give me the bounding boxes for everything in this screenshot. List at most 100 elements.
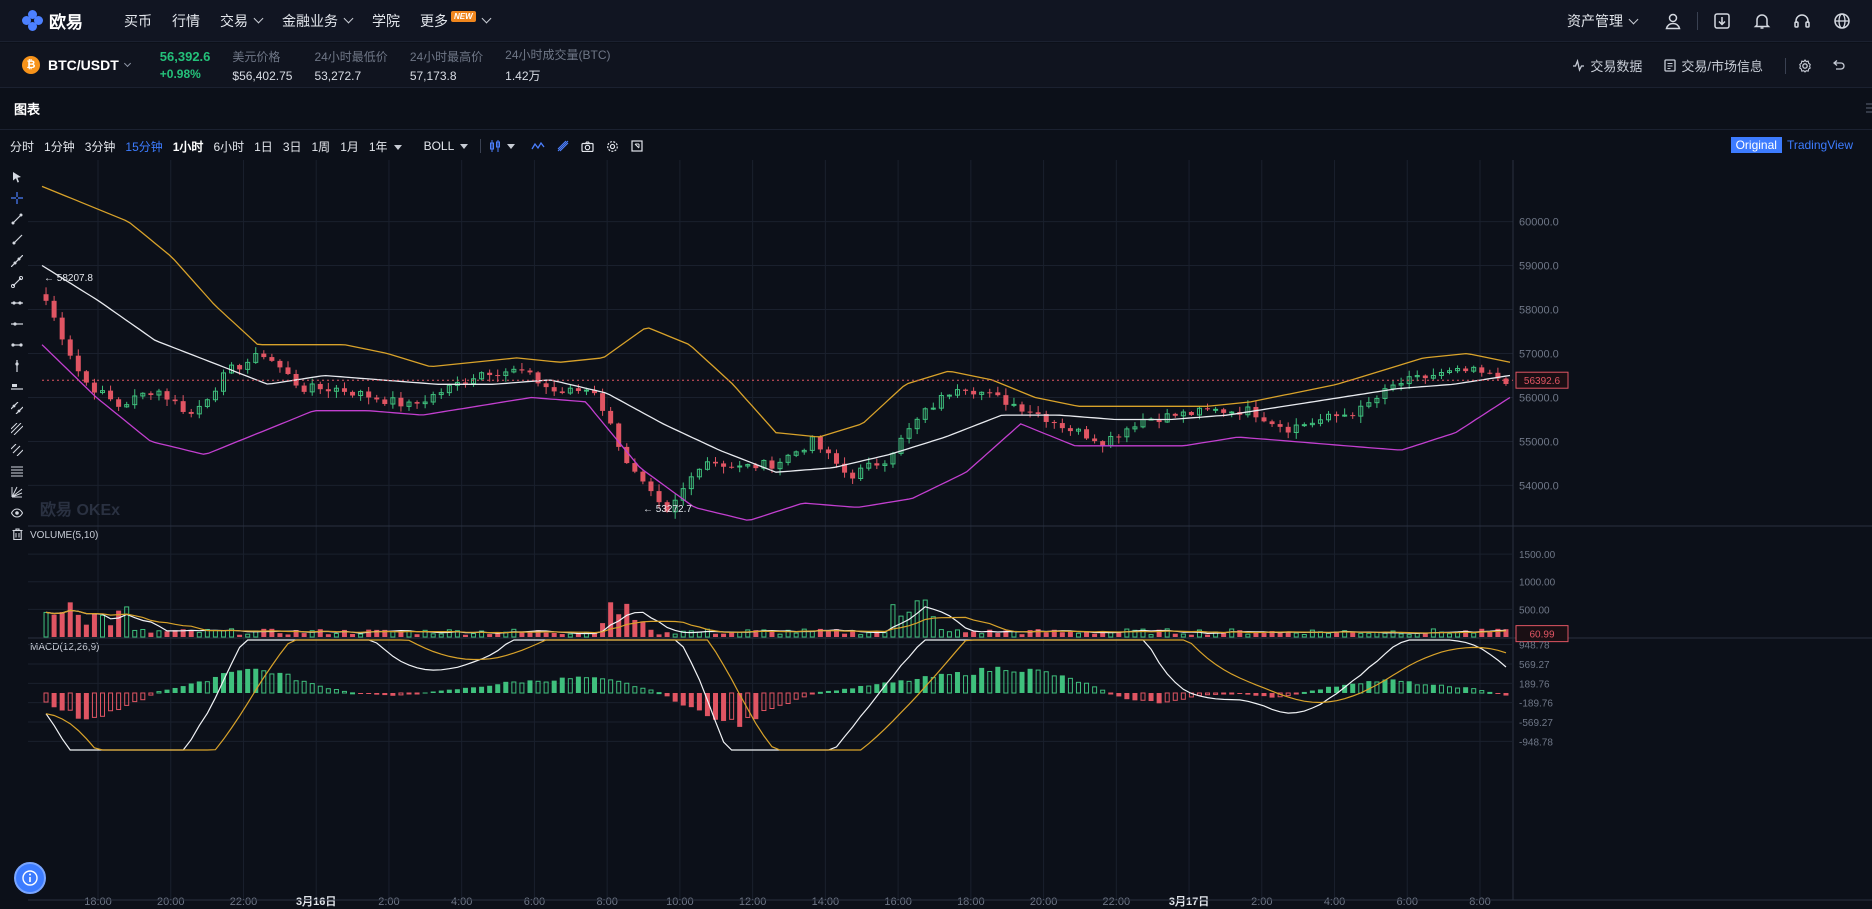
volume-bar: [1011, 631, 1017, 638]
macd-histogram-bar: [1455, 687, 1461, 694]
fullscreen-icon[interactable]: [631, 140, 643, 152]
horizontal-ray-icon[interactable]: [8, 313, 26, 334]
timeframe-label: 1年: [368, 139, 388, 154]
draw-tool-icon[interactable]: [557, 140, 569, 152]
nav-finance[interactable]: 金融业务: [282, 11, 354, 31]
macd-histogram-bar: [253, 668, 259, 693]
fibonacci-icon[interactable]: [8, 460, 26, 481]
gear-icon[interactable]: [1798, 58, 1817, 73]
indicator-selector[interactable]: BOLL: [424, 139, 469, 153]
eye-icon[interactable]: [8, 502, 26, 523]
asset-management-menu[interactable]: 资产管理: [1567, 11, 1639, 31]
candlestick-chart[interactable]: 60000.0 59000.0 58000.0 57000.0 56000.0 55000…: [28, 160, 1872, 909]
timeframe-1d[interactable]: 1日: [254, 139, 273, 154]
macd-histogram-bar: [1430, 684, 1436, 693]
trend-line-icon[interactable]: [8, 208, 26, 229]
indicator-label: BOLL: [423, 139, 455, 153]
back-arrow-icon[interactable]: [1831, 59, 1850, 73]
nav-markets[interactable]: 行情: [172, 11, 200, 31]
globe-icon[interactable]: [1822, 0, 1862, 42]
macd-histogram-bar: [406, 692, 412, 695]
timeframe-1w[interactable]: 1周: [311, 139, 331, 154]
headset-icon[interactable]: [1782, 0, 1822, 42]
trash-icon[interactable]: [8, 523, 26, 544]
macd-histogram-bar: [1326, 686, 1332, 693]
ray-icon[interactable]: [8, 229, 26, 250]
extended-line-icon[interactable]: [8, 250, 26, 271]
macd-histogram-bar: [745, 692, 751, 718]
timeframe-15m[interactable]: 15分钟: [125, 139, 163, 154]
macd-histogram-bar: [1261, 693, 1267, 697]
timeframe-1y[interactable]: 1年: [369, 138, 402, 155]
nav-academy[interactable]: 学院: [372, 11, 400, 31]
time-tick-label: 6:00: [1397, 896, 1418, 908]
candle-body: [317, 383, 323, 390]
price-channel-icon[interactable]: [8, 418, 26, 439]
volume-bar: [1414, 632, 1420, 638]
nav-trade[interactable]: 交易: [220, 11, 264, 31]
download-icon[interactable]: [1702, 0, 1742, 42]
market-info-link[interactable]: 交易/市场信息: [1664, 56, 1763, 75]
candle-body: [874, 463, 880, 466]
pair-selector[interactable]: BTC/USDT: [48, 57, 131, 73]
volume-bar: [761, 629, 767, 638]
candle-body: [704, 461, 710, 470]
trade-data-link[interactable]: 交易数据: [1572, 56, 1642, 75]
volume-bar: [696, 631, 702, 638]
stat-24h-high: 24小时最高价 57,173.8: [410, 48, 483, 83]
candle-body: [446, 384, 452, 394]
cursor-arrow-icon[interactable]: [8, 166, 26, 187]
tab-original[interactable]: Original: [1730, 137, 1782, 153]
camera-icon[interactable]: [581, 140, 594, 152]
bell-icon[interactable]: [1742, 0, 1782, 42]
candle-body: [1067, 428, 1073, 432]
candle-body: [285, 367, 291, 374]
candle-body: [1479, 367, 1485, 373]
candle-type-icon[interactable]: [489, 139, 516, 153]
volume-bar: [1100, 631, 1106, 637]
macd-histogram-bar: [75, 693, 81, 719]
time-tick-label: 18:00: [957, 896, 985, 908]
timeframe-1h[interactable]: 1小时: [172, 139, 204, 154]
chart-toolbar: 分时 1分钟 3分钟 15分钟 1小时 6小时 1日 3日 1周 1月 1年 B…: [0, 136, 643, 156]
timeframe-3m[interactable]: 3分钟: [84, 139, 116, 154]
tab-tradingview[interactable]: TradingView: [1786, 138, 1853, 152]
vertical-line-icon[interactable]: [8, 355, 26, 376]
fib-fan-icon[interactable]: [8, 481, 26, 502]
nav-more[interactable]: 更多 NEW: [420, 11, 492, 31]
timeframe-3d[interactable]: 3日: [282, 139, 302, 154]
macd-histogram-bar: [390, 693, 396, 696]
volume-bar: [600, 623, 606, 637]
horizontal-segment-icon[interactable]: [8, 334, 26, 355]
volume-bar: [1277, 631, 1283, 637]
macd-histogram-bar: [382, 693, 388, 696]
horizontal-line-icon[interactable]: [8, 292, 26, 313]
timeframe-1mo[interactable]: 1月: [340, 139, 359, 154]
brand-logo[interactable]: 欧易: [22, 8, 104, 33]
nav-buy-crypto[interactable]: 买币: [124, 11, 152, 31]
user-icon[interactable]: [1653, 0, 1693, 42]
timeframe-6h[interactable]: 6小时: [213, 139, 245, 154]
macd-histogram-bar: [632, 686, 638, 694]
price-line-icon[interactable]: [8, 376, 26, 397]
candle-body: [422, 401, 428, 405]
panel-menu-icon[interactable]: [1866, 102, 1872, 114]
volume-bar: [656, 634, 662, 637]
timeframe-tick[interactable]: 分时: [10, 139, 35, 154]
volume-bar: [1261, 633, 1267, 637]
macd-histogram-bar: [1382, 679, 1388, 693]
volume-bar: [212, 629, 218, 638]
parallel-lines-icon[interactable]: [8, 439, 26, 460]
line-chart-icon[interactable]: [531, 141, 545, 151]
candle-body: [495, 375, 501, 377]
crosshair-icon[interactable]: [8, 187, 26, 208]
candle-body: [1124, 428, 1130, 438]
macd-histogram-bar: [108, 692, 114, 712]
candle-body: [1414, 375, 1420, 378]
segment-icon[interactable]: [8, 271, 26, 292]
help-info-button[interactable]: [14, 862, 46, 894]
parallel-channel-icon[interactable]: [8, 397, 26, 418]
settings-gear-icon[interactable]: [606, 140, 619, 153]
candle-body: [1438, 371, 1444, 376]
timeframe-1m[interactable]: 1分钟: [44, 139, 75, 154]
